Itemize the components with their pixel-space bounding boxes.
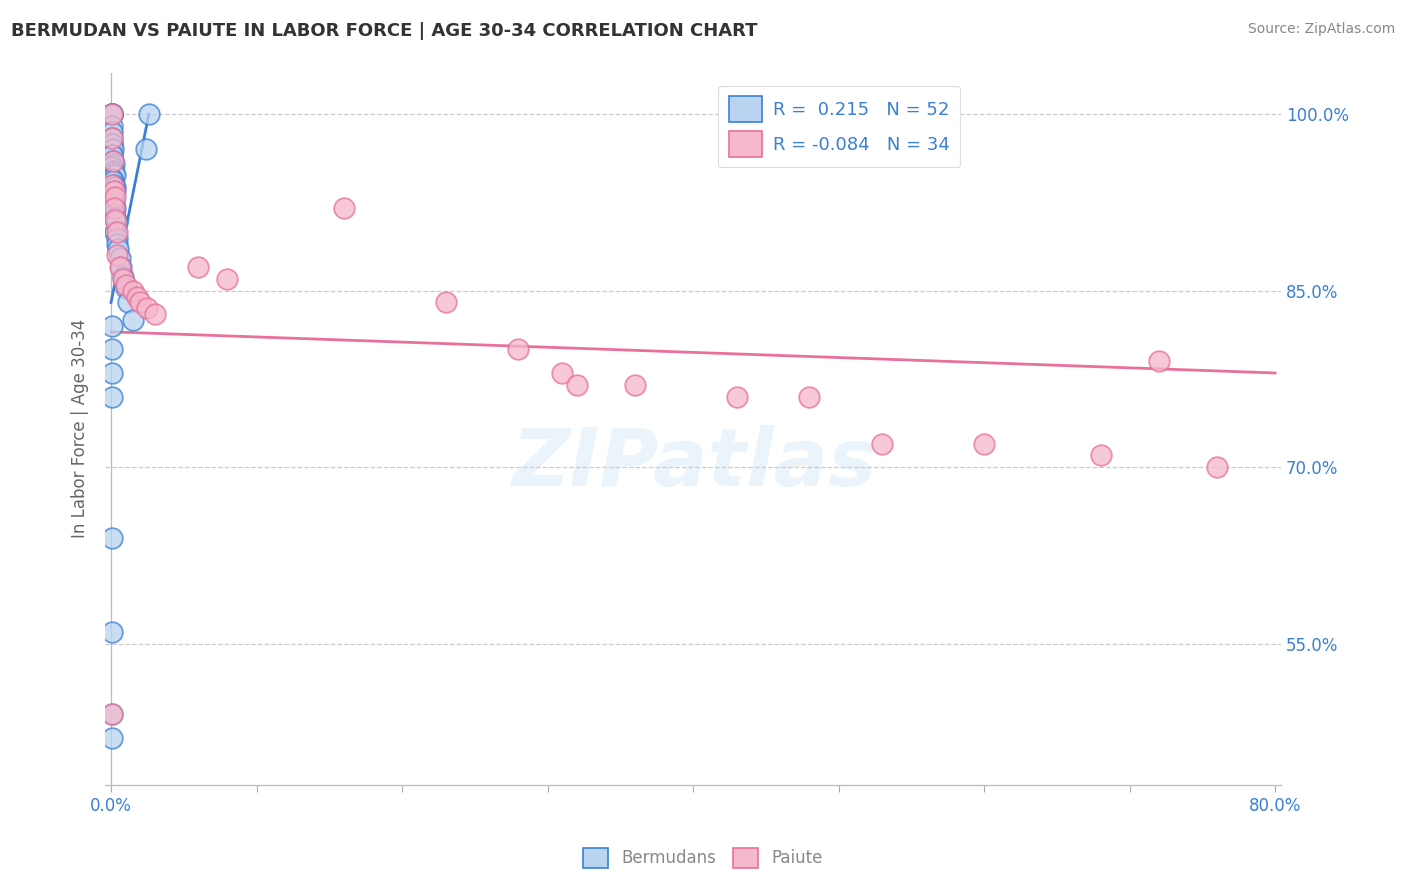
Point [101,178,124,192]
Legend: Bermudans, Paiute: Bermudans, Paiute [576,841,830,875]
Point [101,189,124,203]
Point [103,192,125,206]
Point [104,213,127,227]
Point [187,260,209,274]
Point [108,260,131,274]
Point [624,377,647,392]
Point [104,189,127,203]
Point [101,130,124,145]
Point [105,230,128,244]
Point [103,156,125,170]
Point [565,377,588,392]
Point [101,125,124,139]
Point [101,160,124,174]
Point [101,624,124,639]
Point [105,215,128,229]
Point [100,119,122,133]
Point [105,248,128,262]
Point [104,225,127,239]
Point [103,154,125,169]
Point [143,307,166,321]
Point [103,166,125,180]
Point [101,136,124,151]
Point [104,169,127,183]
Point [101,390,124,404]
Point [129,295,152,310]
Point [105,225,128,239]
Point [103,178,125,192]
Point [103,207,125,221]
Point [104,184,127,198]
Point [551,366,574,380]
Point [111,272,134,286]
Point [101,707,124,722]
Point [101,172,124,186]
Point [434,295,457,310]
Point [1090,448,1112,462]
Point [1147,354,1170,368]
Point [103,201,125,215]
Point [101,107,124,121]
Point [107,243,129,257]
Point [100,107,122,121]
Point [973,436,995,450]
Point [114,277,136,292]
Point [127,289,149,303]
Legend: R =  0.215   N = 52, R = -0.084   N = 34: R = 0.215 N = 52, R = -0.084 N = 34 [718,86,960,168]
Point [508,343,530,357]
Point [110,260,132,274]
Point [101,707,124,722]
Point [135,143,157,157]
Point [103,154,125,169]
Point [111,269,134,284]
Point [799,390,821,404]
Point [333,201,356,215]
Point [101,531,124,545]
Point [103,143,125,157]
Point [117,295,139,310]
Point [103,174,125,188]
Point [103,163,125,178]
Point [101,318,124,333]
Point [101,343,124,357]
Text: Source: ZipAtlas.com: Source: ZipAtlas.com [1247,22,1395,37]
Point [104,211,127,225]
Point [870,436,893,450]
Point [217,272,239,286]
Point [103,184,125,198]
Point [101,148,124,162]
Point [138,107,160,121]
Point [121,313,143,327]
Point [725,390,748,404]
Point [101,366,124,380]
Point [1206,460,1229,475]
Point [104,201,127,215]
Point [108,251,131,265]
Point [121,284,143,298]
Point [100,148,122,162]
Y-axis label: In Labor Force | Age 30-34: In Labor Force | Age 30-34 [72,319,89,539]
Point [101,130,124,145]
Point [105,236,128,251]
Point [101,107,124,121]
Point [103,195,125,210]
Point [114,281,136,295]
Point [101,107,124,121]
Point [101,731,124,745]
Point [101,107,124,121]
Point [100,136,122,151]
Text: ZIPatlas: ZIPatlas [510,425,876,503]
Point [101,107,124,121]
Text: BERMUDAN VS PAIUTE IN LABOR FORCE | AGE 30-34 CORRELATION CHART: BERMUDAN VS PAIUTE IN LABOR FORCE | AGE … [11,22,758,40]
Point [100,160,122,174]
Point [136,301,159,316]
Point [104,180,127,194]
